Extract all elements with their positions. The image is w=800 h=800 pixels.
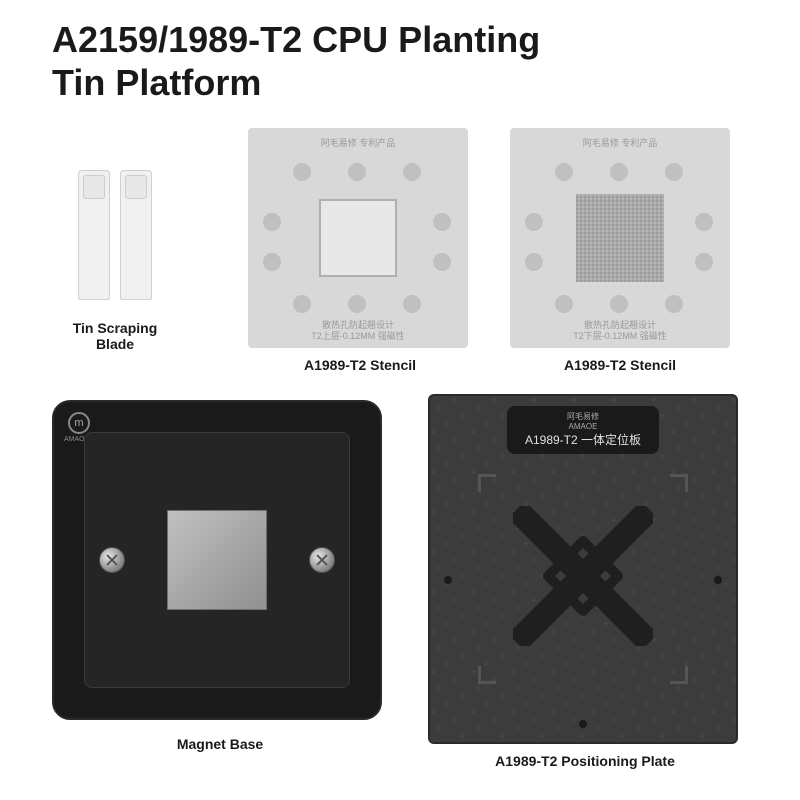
stencil-hole xyxy=(403,163,421,181)
title-line-2: Tin Platform xyxy=(52,62,261,103)
stencil-hole xyxy=(555,295,573,313)
stencil-hole xyxy=(433,213,451,231)
stencil-hole xyxy=(433,253,451,271)
page-title: A2159/1989-T2 CPU Planting Tin Platform xyxy=(52,18,540,104)
plate-dot xyxy=(579,720,587,728)
blade-handle xyxy=(83,175,105,199)
stencil-hole xyxy=(695,253,713,271)
corner-guide xyxy=(478,474,496,492)
stencil-hole xyxy=(263,253,281,271)
stencil-hole xyxy=(610,295,628,313)
magnet-label: Magnet Base xyxy=(170,736,270,752)
screw-right-icon xyxy=(309,547,335,573)
stencil-hole xyxy=(525,213,543,231)
cpu-chip xyxy=(167,510,267,610)
stencil-1-label: A1989-T2 Stencil xyxy=(300,357,420,373)
magnet-base: m AMAOE xyxy=(52,400,382,720)
posplate-label: A1989-T2 Positioning Plate xyxy=(490,753,680,769)
magnet-inner xyxy=(84,432,350,688)
stencil-brand: 阿毛易修 专利产品 xyxy=(248,128,468,149)
positioning-plate: 阿毛易修 AMAOE A1989-T2 一体定位板 xyxy=(428,394,738,744)
stencil-hole xyxy=(293,163,311,181)
blade-2 xyxy=(120,170,152,300)
stencil-center-open xyxy=(319,199,397,277)
plate-brand-cn: 阿毛易修 xyxy=(525,412,641,422)
stencil-hole xyxy=(555,163,573,181)
stencil-hole xyxy=(525,253,543,271)
stencil-hole xyxy=(263,213,281,231)
corner-guide xyxy=(670,474,688,492)
stencil-hole xyxy=(665,163,683,181)
stencil-footer: 散热孔防起翘设计 T2下层-0.12MM 强磁性 xyxy=(510,320,730,342)
corner-guide xyxy=(478,666,496,684)
plate-dot xyxy=(714,576,722,584)
stencil-hole xyxy=(293,295,311,313)
amaoe-logo-icon: m xyxy=(68,412,90,434)
blade-label: Tin Scraping Blade xyxy=(55,320,175,352)
blade-1 xyxy=(78,170,110,300)
plate-dot xyxy=(444,576,452,584)
stencil-center-grid xyxy=(576,194,664,282)
plate-label-box: 阿毛易修 AMAOE A1989-T2 一体定位板 xyxy=(507,406,659,454)
stencil-hole xyxy=(348,295,366,313)
stencil-hole xyxy=(665,295,683,313)
stencil-hole xyxy=(695,213,713,231)
title-line-1: A2159/1989-T2 CPU Planting xyxy=(52,19,540,60)
stencil-hole xyxy=(403,295,421,313)
stencil-2-label: A1989-T2 Stencil xyxy=(560,357,680,373)
blade-handle xyxy=(125,175,147,199)
stencil-hole xyxy=(610,163,628,181)
screw-left-icon xyxy=(99,547,125,573)
corner-guide xyxy=(670,666,688,684)
stencil-brand: 阿毛易修 专利产品 xyxy=(510,128,730,149)
stencil-1: 阿毛易修 专利产品 散热孔防起翘设计 T2上层-0.12MM 强磁性 xyxy=(248,128,468,348)
plate-model: A1989-T2 一体定位板 xyxy=(525,433,641,447)
stencil-inner xyxy=(520,158,720,318)
plate-brand-en: AMAOE xyxy=(525,422,641,432)
plate-x-cutout-icon xyxy=(513,506,653,646)
stencil-inner xyxy=(258,158,458,318)
stencil-2: 阿毛易修 专利产品 散热孔防起翘设计 T2下层-0.12MM 强磁性 xyxy=(510,128,730,348)
stencil-footer: 散热孔防起翘设计 T2上层-0.12MM 强磁性 xyxy=(248,320,468,342)
stencil-hole xyxy=(348,163,366,181)
